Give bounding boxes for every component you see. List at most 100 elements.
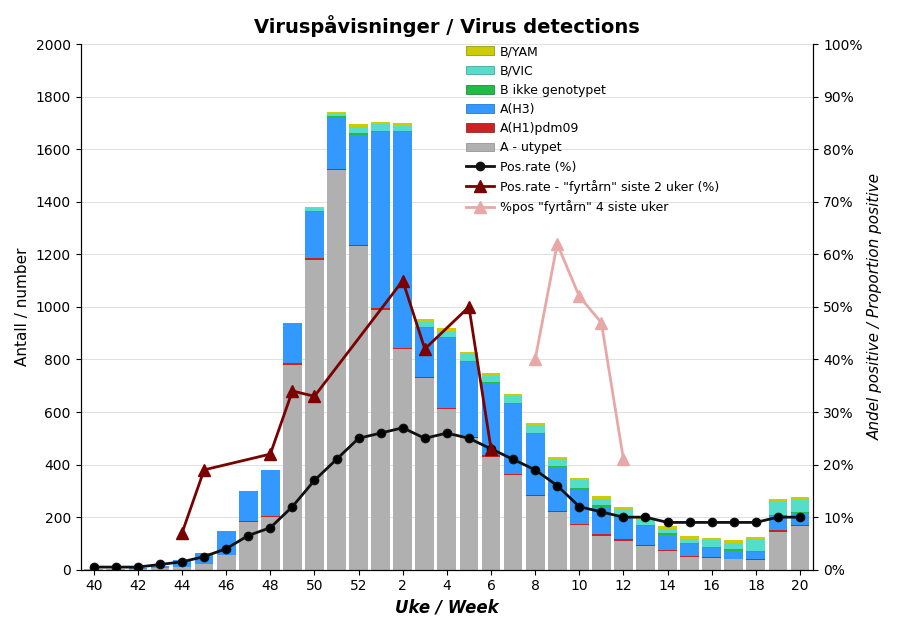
Bar — [393, 131, 412, 132]
Bar — [614, 507, 633, 509]
Bar — [570, 524, 589, 525]
Bar — [437, 408, 456, 410]
Bar — [769, 532, 788, 569]
Bar — [592, 507, 611, 534]
Bar — [371, 125, 390, 131]
Bar — [172, 560, 191, 566]
Bar — [283, 363, 302, 365]
Bar — [437, 337, 456, 339]
Bar — [548, 459, 567, 466]
Bar — [283, 323, 302, 363]
Bar — [416, 377, 435, 378]
Bar — [548, 457, 567, 459]
Bar — [769, 530, 788, 532]
Bar — [681, 543, 699, 544]
Bar — [460, 361, 479, 362]
Bar — [746, 560, 765, 569]
Bar — [614, 541, 633, 569]
Bar — [525, 495, 544, 496]
Bar — [504, 475, 523, 569]
Bar — [658, 535, 677, 550]
Bar — [746, 550, 765, 552]
Bar — [151, 568, 170, 569]
Bar — [658, 529, 677, 533]
Bar — [725, 551, 744, 559]
Bar — [481, 457, 500, 569]
Bar — [481, 383, 500, 456]
Bar — [504, 474, 523, 475]
Bar — [416, 328, 435, 377]
Bar — [416, 319, 435, 322]
Bar — [636, 518, 655, 520]
Bar — [504, 396, 523, 403]
Bar — [790, 497, 809, 499]
Bar — [305, 209, 324, 211]
Bar — [393, 126, 412, 131]
Bar — [592, 496, 611, 499]
Bar — [570, 480, 589, 489]
Bar — [525, 423, 544, 425]
Bar — [481, 382, 500, 383]
Bar — [261, 516, 279, 517]
Bar — [216, 556, 235, 569]
Bar — [548, 512, 567, 569]
Bar — [437, 328, 456, 331]
Bar — [437, 339, 456, 408]
Bar — [525, 425, 544, 433]
Bar — [504, 404, 523, 474]
Bar — [460, 437, 479, 439]
Bar — [460, 354, 479, 361]
Bar — [371, 131, 390, 132]
Bar — [636, 526, 655, 545]
Bar — [702, 558, 721, 569]
Bar — [393, 132, 412, 348]
Bar — [305, 207, 324, 209]
Bar — [790, 499, 809, 512]
Bar — [349, 246, 368, 569]
Bar — [371, 121, 390, 125]
Bar — [658, 550, 677, 551]
Bar — [614, 517, 633, 540]
Bar — [790, 513, 809, 525]
Bar — [725, 540, 744, 543]
Bar — [327, 112, 346, 114]
Bar — [790, 526, 809, 569]
Bar — [658, 526, 677, 529]
Bar — [172, 566, 191, 569]
Bar — [725, 543, 744, 549]
Bar — [548, 511, 567, 512]
Title: Viruspåvisninger / Virus detections: Viruspåvisninger / Virus detections — [254, 15, 639, 37]
Bar — [658, 533, 677, 535]
Bar — [195, 564, 214, 569]
Bar — [702, 547, 721, 548]
Bar — [349, 133, 368, 135]
Bar — [548, 467, 567, 511]
Bar — [702, 540, 721, 547]
Bar — [525, 434, 544, 495]
Bar — [261, 517, 279, 569]
Bar — [504, 403, 523, 404]
Bar — [239, 523, 258, 569]
Bar — [327, 116, 346, 118]
Bar — [239, 521, 258, 523]
Bar — [305, 260, 324, 569]
Bar — [592, 499, 611, 506]
Bar — [725, 559, 744, 569]
Bar — [592, 535, 611, 569]
Bar — [746, 537, 765, 538]
Bar — [349, 245, 368, 246]
Bar — [437, 331, 456, 337]
Bar — [769, 516, 788, 530]
Bar — [416, 378, 435, 569]
Bar — [681, 537, 699, 539]
Bar — [239, 491, 258, 521]
Bar — [481, 373, 500, 375]
Bar — [790, 512, 809, 513]
Bar — [393, 349, 412, 569]
Y-axis label: Andel positive / Proportion positive: Andel positive / Proportion positive — [868, 173, 883, 441]
Bar — [548, 466, 567, 467]
Bar — [305, 258, 324, 260]
Bar — [592, 506, 611, 507]
Bar — [570, 490, 589, 524]
Bar — [614, 516, 633, 517]
